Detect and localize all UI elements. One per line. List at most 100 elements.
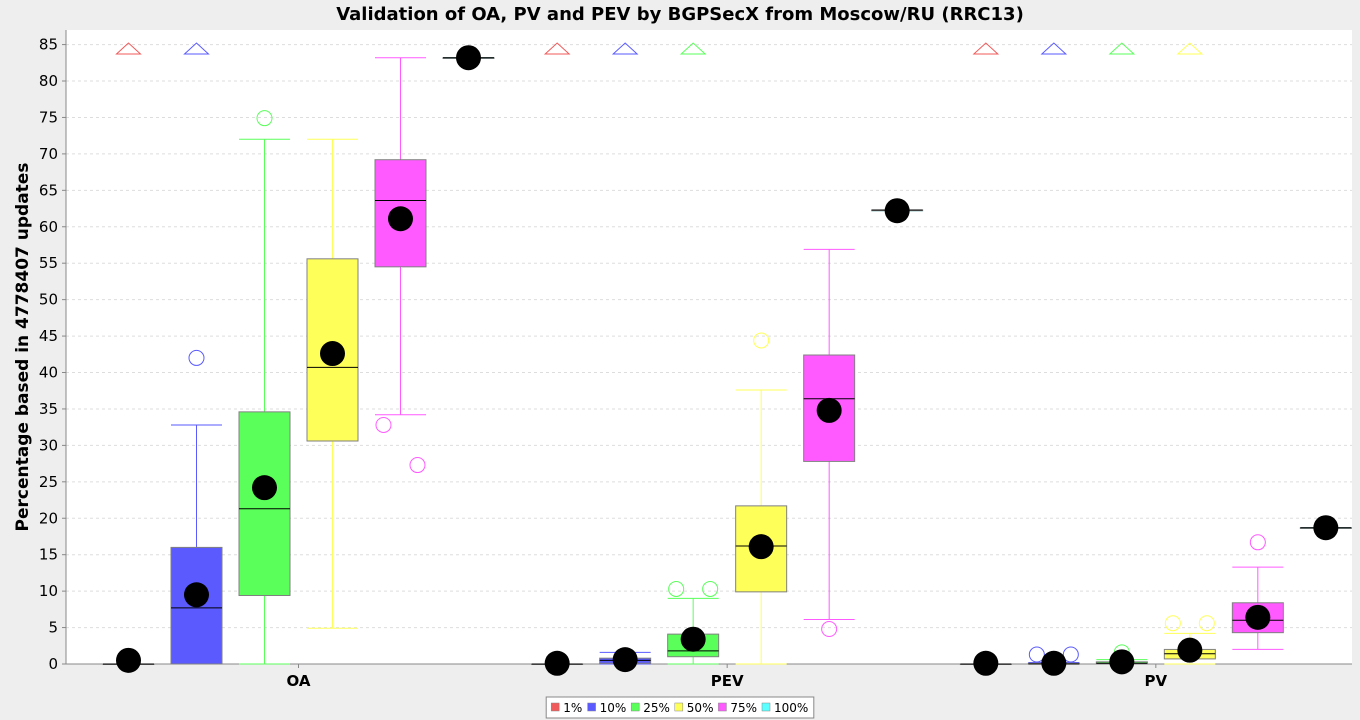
legend-swatch	[630, 702, 640, 712]
box-pev-2	[667, 42, 720, 665]
mean-point	[884, 198, 910, 224]
far-out-marker	[543, 42, 571, 55]
y-tick-label: 80	[39, 72, 58, 90]
y-tick-label: 70	[39, 145, 58, 163]
legend-label: 10%	[600, 701, 627, 715]
mean-point	[456, 45, 481, 71]
far-out-marker	[611, 42, 639, 55]
box-pv-2	[1095, 42, 1148, 675]
y-tick-label: 65	[39, 181, 58, 199]
category-layer: OA PEV PV	[287, 664, 1168, 690]
mean-point	[1313, 515, 1339, 541]
category-label: PEV	[711, 672, 744, 690]
far-out-marker	[115, 42, 142, 55]
box-oa-4	[374, 57, 427, 474]
box-pev-5	[871, 198, 924, 224]
outlier-point	[1249, 534, 1266, 551]
mean-point	[116, 647, 141, 673]
legend-label: 50%	[687, 701, 714, 715]
y-tick-label: 0	[48, 655, 58, 673]
far-out-marker	[183, 42, 210, 55]
category-label: OA	[287, 672, 311, 690]
legend-label: 75%	[730, 701, 757, 715]
y-tick-label: 50	[39, 291, 58, 309]
legend: 1% 10% 25% 50% 75% 100%	[545, 696, 815, 719]
box-body	[238, 411, 291, 596]
mean-point	[320, 341, 345, 367]
axis-layer: 0 5 10 15 20 25 30 35 40 45 50 55 60 65 70 75 80 85	[39, 30, 1352, 673]
outlier-point	[1198, 615, 1215, 632]
far-out-marker	[1108, 42, 1136, 55]
outlier-point	[375, 416, 392, 433]
y-tick-label: 15	[39, 546, 58, 564]
mean-point	[1177, 637, 1203, 663]
outlier-point	[753, 332, 770, 349]
far-out-marker	[1176, 42, 1204, 55]
y-tick-label: 75	[39, 108, 58, 126]
outlier-point	[1164, 615, 1181, 632]
box-pv-0	[959, 42, 1012, 676]
mean-point	[184, 582, 209, 608]
y-tick-label: 85	[39, 36, 58, 54]
legend-swatch	[674, 702, 684, 712]
outlier-point	[668, 580, 685, 597]
box-oa-0	[102, 42, 155, 673]
box-pv-4	[1231, 534, 1284, 650]
legend-swatch	[550, 702, 560, 712]
y-tick-label: 60	[39, 218, 58, 236]
box-pev-1	[599, 42, 652, 673]
grid-layer	[66, 44, 1352, 629]
mean-point	[816, 397, 842, 423]
legend-swatch	[718, 702, 727, 712]
outlier-point	[256, 110, 273, 127]
outlier-point	[1062, 646, 1079, 663]
far-out-marker	[972, 42, 1000, 55]
y-tick-label: 40	[39, 364, 58, 382]
y-tick-label: 30	[39, 436, 58, 454]
y-tick-label: 35	[39, 400, 58, 418]
far-out-marker	[1040, 42, 1068, 55]
mean-point	[544, 650, 570, 676]
y-tick-label: 45	[39, 327, 58, 345]
box-pv-1	[1027, 42, 1080, 676]
mean-point	[748, 534, 774, 560]
chart-title: Validation of OA, PV and PEV by BGPSecX …	[336, 4, 1024, 25]
legend-swatch	[587, 702, 596, 712]
y-tick-label: 10	[39, 582, 58, 600]
y-tick-label: 55	[39, 254, 58, 272]
mean-point	[680, 626, 706, 652]
mean-point	[973, 650, 999, 676]
category-label: PV	[1145, 672, 1168, 690]
box-oa-1	[170, 42, 223, 665]
box-oa-3	[306, 138, 359, 629]
box-pv-3	[1163, 42, 1216, 665]
box-pev-3	[735, 332, 788, 665]
box-pv-5	[1299, 515, 1352, 541]
mean-point	[1109, 649, 1135, 675]
legend-swatch	[761, 702, 771, 712]
y-tick-label: 5	[48, 619, 58, 637]
box-oa-2	[238, 110, 291, 665]
box-pev-4	[803, 248, 856, 638]
box-pev-0	[531, 42, 584, 676]
outlier-point	[409, 457, 426, 474]
mean-point	[1041, 650, 1067, 676]
mean-point	[252, 475, 277, 501]
outlier-point	[821, 621, 838, 638]
legend-label: 100%	[774, 701, 808, 715]
mean-point	[612, 647, 638, 673]
mean-point	[388, 206, 413, 232]
box-layer	[102, 42, 1352, 676]
outlier-point	[702, 580, 719, 597]
far-out-marker	[679, 42, 707, 55]
outlier-point	[188, 349, 205, 366]
mean-point	[1245, 604, 1271, 630]
y-tick-label: 20	[39, 509, 58, 527]
outlier-point	[1028, 646, 1045, 663]
legend-label: 1%	[563, 701, 582, 715]
y-axis-label: Percentage based in 4778407 updates	[13, 163, 33, 532]
legend-label: 25%	[643, 701, 670, 715]
box-oa-5	[442, 45, 495, 71]
